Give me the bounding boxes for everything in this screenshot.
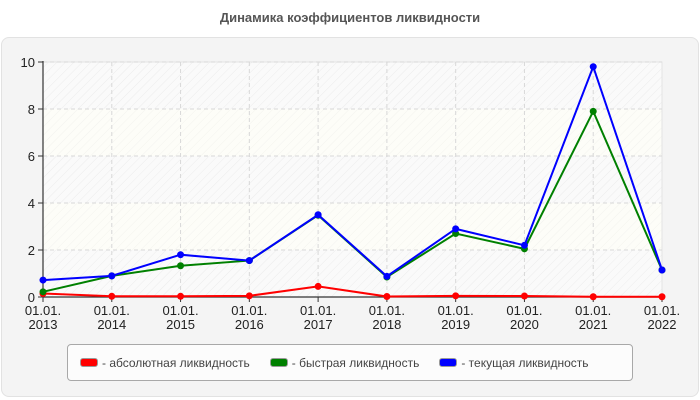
data-point-marker — [658, 293, 666, 301]
legend-item-absolute: - абсолютная ликвидность — [80, 356, 250, 370]
data-point-marker — [520, 241, 528, 249]
y-tick-label: 10 — [21, 55, 35, 70]
x-tick-label: 01.01. — [506, 303, 542, 318]
x-tick-label: 2020 — [510, 317, 539, 332]
data-point-marker — [452, 292, 460, 300]
data-point-marker — [245, 257, 253, 265]
x-tick-label: 2013 — [29, 317, 58, 332]
data-point-marker — [177, 251, 185, 259]
blue-swatch-icon — [439, 358, 458, 367]
grid-lines — [43, 61, 662, 297]
data-point-marker — [383, 272, 391, 280]
data-point-marker — [177, 262, 185, 270]
green-swatch-icon — [269, 358, 288, 367]
data-point-marker — [520, 292, 528, 300]
legend-label: - быстрая ликвидность — [291, 355, 420, 370]
data-point-marker — [39, 276, 47, 284]
data-point-marker — [314, 211, 322, 219]
data-point-marker — [108, 292, 116, 300]
y-tick-label: 0 — [28, 290, 35, 305]
x-tick-label: 01.01. — [644, 303, 680, 318]
data-point-marker — [452, 225, 460, 233]
y-tick-label: 8 — [28, 102, 35, 117]
x-tick-label: 2016 — [235, 317, 264, 332]
x-tick-label: 2019 — [441, 317, 470, 332]
x-tick-label: 2021 — [579, 317, 608, 332]
red-swatch-icon — [80, 358, 98, 367]
series-line — [42, 285, 662, 298]
x-tick-label: 01.01. — [575, 303, 611, 318]
series-lines — [39, 63, 666, 301]
data-point-marker — [383, 293, 391, 301]
data-point-marker — [314, 282, 322, 290]
data-point-marker — [589, 107, 597, 115]
x-tick-label: 01.01. — [300, 303, 336, 318]
y-tick-label: 4 — [28, 196, 35, 211]
chart-title: Динамика коэффициентов ликвидности — [219, 10, 481, 25]
data-point-marker — [589, 293, 597, 301]
legend: - абсолютная ликвидность - быстрая ликви… — [67, 344, 633, 381]
plot-area — [42, 61, 663, 298]
data-point-marker — [108, 272, 116, 280]
x-tick-label: 01.01. — [25, 303, 61, 318]
y-tick-label: 2 — [28, 243, 35, 258]
y-tick-label: 6 — [28, 149, 35, 164]
data-point-marker — [245, 292, 253, 300]
data-point-marker — [589, 63, 597, 71]
x-tick-label: 01.01. — [94, 303, 130, 318]
series-line — [42, 63, 663, 282]
x-tick-label: 01.01. — [369, 303, 405, 318]
x-tick-label: 2017 — [304, 317, 333, 332]
x-tick-label: 01.01. — [438, 303, 474, 318]
x-tick-label: 2015 — [166, 317, 195, 332]
x-tick-label: 01.01. — [231, 303, 267, 318]
data-point-marker — [39, 288, 47, 296]
x-tick-label: 2014 — [97, 317, 126, 332]
legend-item-current: - текущая ликвидность — [439, 355, 589, 370]
data-point-marker — [658, 266, 666, 274]
x-tick-label: 2022 — [648, 317, 677, 332]
legend-item-quick: - быстрая ликвидность — [269, 355, 420, 370]
x-tick-label: 2018 — [372, 317, 401, 332]
data-point-marker — [177, 292, 185, 300]
legend-label: - текущая ликвидность — [461, 355, 589, 370]
axes: 024681001.01.201301.01.201401.01.201501.… — [21, 55, 681, 332]
x-tick-label: 01.01. — [162, 303, 198, 318]
legend-label: - абсолютная ликвидность — [102, 355, 250, 370]
